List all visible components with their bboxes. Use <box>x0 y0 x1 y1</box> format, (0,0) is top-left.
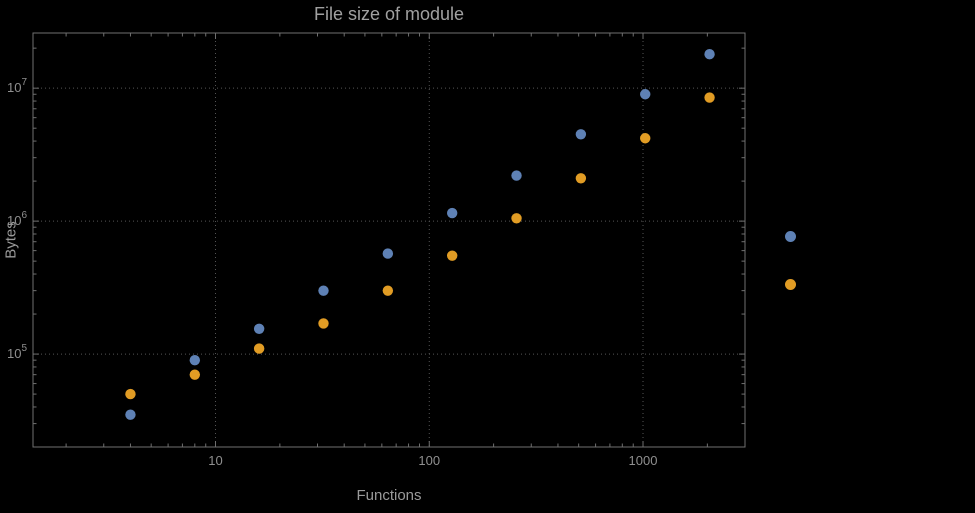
data-point-series-2-orange <box>189 369 201 380</box>
y-tick-label: 106 <box>7 210 27 228</box>
data-point-series-1-blue <box>125 409 136 420</box>
data-point-series-1-blue <box>382 248 394 259</box>
legend-marker-series-2-orange <box>784 278 796 290</box>
data-point-series-1-blue <box>253 323 265 334</box>
y-tick-label: 107 <box>7 77 27 95</box>
data-point-series-2-orange <box>446 250 458 261</box>
data-point-series-1-blue <box>318 285 329 296</box>
data-point-series-2-orange <box>575 173 587 184</box>
chart-title: File size of module <box>313 4 465 24</box>
y-tick-label: 105 <box>7 343 27 361</box>
data-point-series-1-blue <box>575 129 587 140</box>
data-point-series-2-orange <box>318 318 329 329</box>
x-tick-label: 10 <box>208 453 222 468</box>
data-point-series-1-blue <box>511 170 522 181</box>
x-axis-label: Functions <box>356 487 422 504</box>
data-point-series-2-orange <box>125 388 136 400</box>
data-point-series-2-orange <box>253 343 265 354</box>
y-axis-label: Bytes <box>2 221 20 259</box>
legend-marker-series-1-blue <box>784 230 796 242</box>
x-tick-label: 100 <box>418 453 440 468</box>
data-point-series-2-orange <box>382 285 394 296</box>
data-point-series-1-blue <box>640 89 651 100</box>
data-point-series-2-orange <box>511 213 522 224</box>
data-point-series-2-orange <box>640 133 651 144</box>
x-tick-label: 1000 <box>629 453 658 468</box>
data-point-series-2-orange <box>704 92 715 103</box>
plot-frame <box>32 32 746 448</box>
data-point-series-1-blue <box>704 49 715 60</box>
data-point-series-1-blue <box>189 354 201 366</box>
data-point-series-1-blue <box>446 207 458 219</box>
